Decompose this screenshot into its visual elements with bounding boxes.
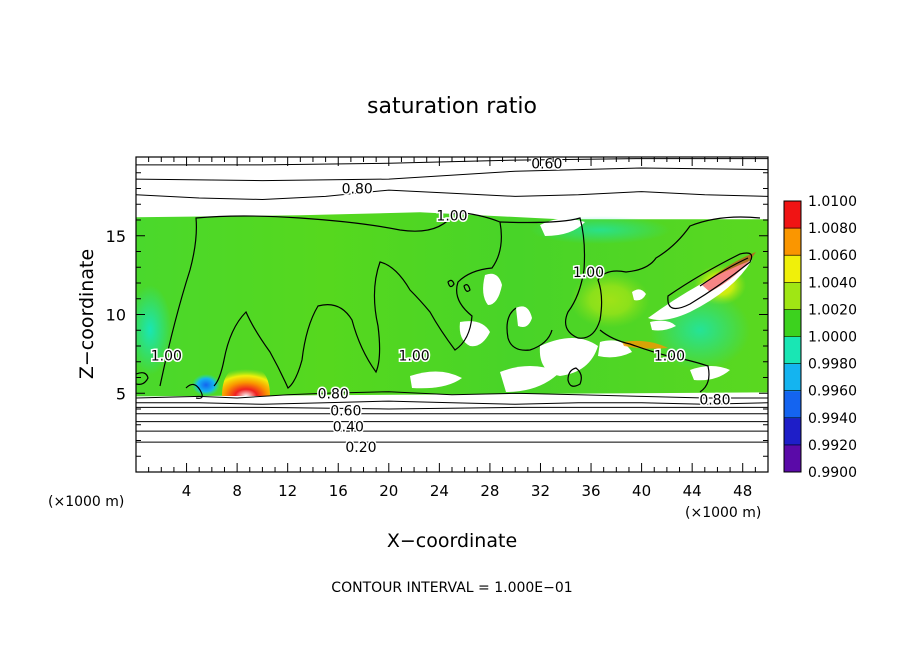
- gap-patch: [632, 289, 646, 301]
- contour-1-00: [463, 284, 471, 292]
- contour-1-00: [447, 279, 455, 288]
- contour-label: 0.20: [345, 440, 376, 456]
- contour-label: 0.40: [333, 419, 364, 435]
- contour-1-00: [667, 252, 753, 310]
- hot-spot: [222, 366, 270, 396]
- x-tick-label: 4: [182, 482, 192, 500]
- contour-1-00: [699, 257, 749, 287]
- hot-streak: [702, 252, 756, 292]
- colorbar-swatch: [784, 309, 801, 337]
- y-axis-ticks: 5 10 15: [106, 172, 768, 457]
- contour-lines: [136, 158, 768, 443]
- contour-1-00: [185, 383, 203, 399]
- x-tick-label: 24: [430, 482, 449, 500]
- colorbar-label: 0.9960: [808, 384, 857, 400]
- gap-patch: [483, 273, 502, 305]
- colorbar-label: 1.0100: [808, 194, 857, 210]
- contour-label: 1.00: [654, 348, 685, 364]
- contour-1-00: [159, 211, 502, 389]
- contour-1-00: [567, 367, 582, 387]
- contour-label: 0.80: [699, 393, 730, 409]
- colorbar-label: 0.9940: [808, 411, 857, 427]
- colorbar-swatch: [784, 282, 801, 310]
- colorbar-label: 0.9920: [808, 438, 857, 454]
- gap-patch: [500, 366, 560, 392]
- x-axis-ticks: 4 8 12 16 20 24 28 32 36 40 44 48: [148, 157, 756, 500]
- colorbar-swatch: [784, 228, 801, 256]
- x-tick-label: 20: [379, 482, 398, 500]
- contour-interval-note: CONTOUR INTERVAL = 1.000E−01: [331, 580, 572, 596]
- contour-line: [136, 189, 768, 201]
- colorbar-label: 1.0040: [808, 275, 857, 291]
- colorbar-label: 1.0020: [808, 302, 857, 318]
- y-axis-label: Z−coordinate: [76, 249, 98, 379]
- chart-title: saturation ratio: [367, 94, 537, 119]
- contour-line: [136, 406, 768, 410]
- gap-patch: [459, 321, 490, 347]
- contour-label: 1.00: [151, 348, 182, 364]
- field-patch-blue-left: [192, 374, 220, 396]
- colorbar-label: 0.9900: [808, 465, 857, 481]
- colorbar-swatch: [784, 336, 801, 365]
- contour-line: [136, 167, 768, 182]
- colorbar-label: 1.0000: [808, 330, 857, 346]
- contour-label: 1.00: [573, 265, 604, 281]
- gap-patch: [539, 338, 598, 376]
- colorbar-swatch: [784, 444, 801, 473]
- colorbar-swatch: [784, 390, 801, 419]
- colorbar-swatch: [784, 255, 801, 283]
- gap-patch: [540, 218, 585, 236]
- y-tick-label: 15: [106, 227, 126, 246]
- colorbar: 0.9900 0.9920 0.9940 0.9960 0.9980 1.0000 1.00…: [783, 194, 857, 481]
- gap-patch: [650, 320, 676, 331]
- gap-patch: [516, 306, 532, 327]
- x-tick-label: 40: [632, 482, 651, 500]
- x-tick-label: 8: [232, 482, 242, 500]
- y-tick-label: 10: [106, 306, 126, 325]
- x-tick-label: 16: [329, 482, 348, 500]
- colorbar-label: 1.0080: [808, 221, 857, 237]
- colorbar-label: 0.9980: [808, 357, 857, 373]
- x-unit-label-left: (×1000 m): [48, 494, 124, 510]
- x-unit-label-right: (×1000 m): [685, 505, 761, 521]
- contour-line: [136, 391, 768, 399]
- x-tick-label: 28: [480, 482, 499, 500]
- colorbar-swatch: [784, 201, 801, 229]
- hot-streak: [622, 340, 668, 349]
- gap-patch: [410, 371, 462, 389]
- contour-1-00: [506, 307, 553, 351]
- field-patch-cyan-left: [136, 285, 172, 375]
- contour-label: 0.60: [330, 404, 361, 420]
- saturation-field: [136, 212, 768, 397]
- x-tick-label: 12: [278, 482, 297, 500]
- contour-label: 1.00: [436, 208, 467, 224]
- contour-label: 0.80: [342, 182, 373, 198]
- contour-line: [136, 400, 768, 405]
- x-tick-label: 32: [531, 482, 550, 500]
- contour-label: 0.60: [531, 156, 562, 172]
- y-tick-label: 5: [116, 384, 126, 403]
- contour-label: 0.80: [318, 386, 349, 402]
- field-patch-yellow-mid: [570, 272, 650, 328]
- x-axis-label: X−coordinate: [387, 530, 517, 552]
- contour-1-00: [599, 329, 710, 393]
- contour-1-00: [499, 216, 761, 339]
- x-tick-label: 44: [683, 482, 702, 500]
- gap-patch: [690, 366, 730, 381]
- colorbar-label: 1.0060: [808, 248, 857, 264]
- cloud-contours: [136, 211, 761, 399]
- contour-label: 1.00: [398, 348, 429, 364]
- contour-labels: 0.200.400.600.80 0.801.00 1.001.001.001.00…: [149, 155, 732, 457]
- colorbar-swatch: [784, 363, 801, 392]
- x-tick-label: 36: [581, 482, 600, 500]
- contour-1-00: [136, 372, 149, 385]
- x-tick-label: 48: [733, 482, 752, 500]
- colorbar-swatch: [784, 417, 801, 446]
